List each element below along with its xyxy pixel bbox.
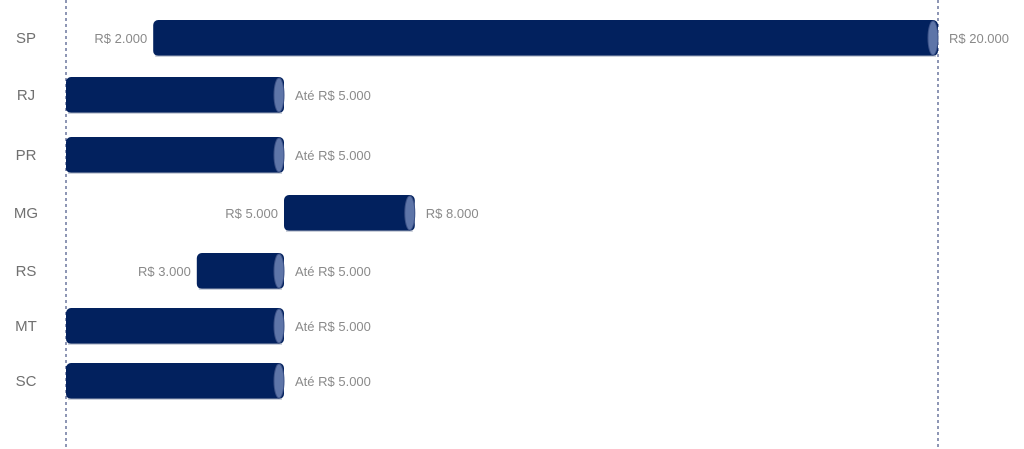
end-label-mt: Até R$ 5.000 <box>295 319 371 334</box>
bar-cap <box>404 195 416 231</box>
bar-sp <box>153 20 939 57</box>
category-label-sp: SP <box>16 30 36 47</box>
bar-body <box>66 137 284 173</box>
bar-cap <box>273 363 285 399</box>
bar-rs <box>196 253 285 290</box>
bar-body <box>284 195 415 231</box>
bars-layer <box>66 20 939 400</box>
bar-pr <box>66 137 285 174</box>
bar-rj <box>66 77 285 114</box>
bar-body <box>66 363 284 399</box>
category-label-mt: MT <box>15 318 37 335</box>
bar-shadow <box>286 230 413 232</box>
bar-cap <box>273 308 285 344</box>
end-label-mg: R$ 8.000 <box>426 206 479 221</box>
bar-shadow <box>68 398 282 400</box>
end-label-rs: Até R$ 5.000 <box>295 264 371 279</box>
bar-body <box>66 77 284 113</box>
end-label-rj: Até R$ 5.000 <box>295 88 371 103</box>
category-label-mg: MG <box>14 205 38 222</box>
category-label-rs: RS <box>16 263 37 280</box>
bar-cap <box>927 20 939 56</box>
start-label-sp: R$ 2.000 <box>94 31 147 46</box>
bar-shadow <box>68 112 282 114</box>
bar-cap <box>273 137 285 173</box>
start-label-rs: R$ 3.000 <box>138 264 191 279</box>
bar-cap <box>273 253 285 289</box>
bar-body <box>196 253 284 289</box>
end-label-pr: Até R$ 5.000 <box>295 148 371 163</box>
bar-shadow <box>68 172 282 174</box>
category-label-pr: PR <box>16 147 37 164</box>
bar-shadow <box>68 343 282 345</box>
bar-body <box>66 308 284 344</box>
category-label-rj: RJ <box>17 87 35 104</box>
bar-sc <box>66 363 285 400</box>
bar-shadow <box>155 55 936 57</box>
bar-shadow <box>198 288 282 290</box>
start-label-mg: R$ 5.000 <box>225 206 278 221</box>
labels-layer: SP R$ 2.000 R$ 20.000 RJ Até R$ 5.000 PR Até R… <box>14 30 1009 390</box>
bar-mt <box>66 308 285 345</box>
end-label-sp: R$ 20.000 <box>949 31 1009 46</box>
bar-mg <box>284 195 416 232</box>
end-label-sc: Até R$ 5.000 <box>295 374 371 389</box>
bar-cap <box>273 77 285 113</box>
category-label-sc: SC <box>16 373 37 390</box>
bar-body <box>153 20 938 56</box>
